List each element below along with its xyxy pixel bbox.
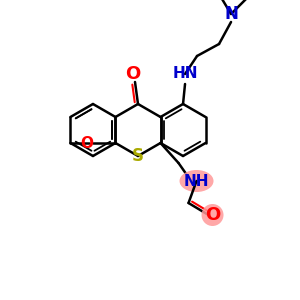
Text: NH: NH — [184, 173, 209, 188]
Text: O: O — [205, 206, 220, 224]
Ellipse shape — [202, 204, 224, 226]
Text: N: N — [224, 5, 238, 23]
Text: O: O — [125, 65, 141, 83]
Ellipse shape — [179, 170, 214, 192]
Text: O: O — [80, 136, 93, 151]
Text: HN: HN — [172, 67, 198, 82]
Text: S: S — [132, 147, 144, 165]
